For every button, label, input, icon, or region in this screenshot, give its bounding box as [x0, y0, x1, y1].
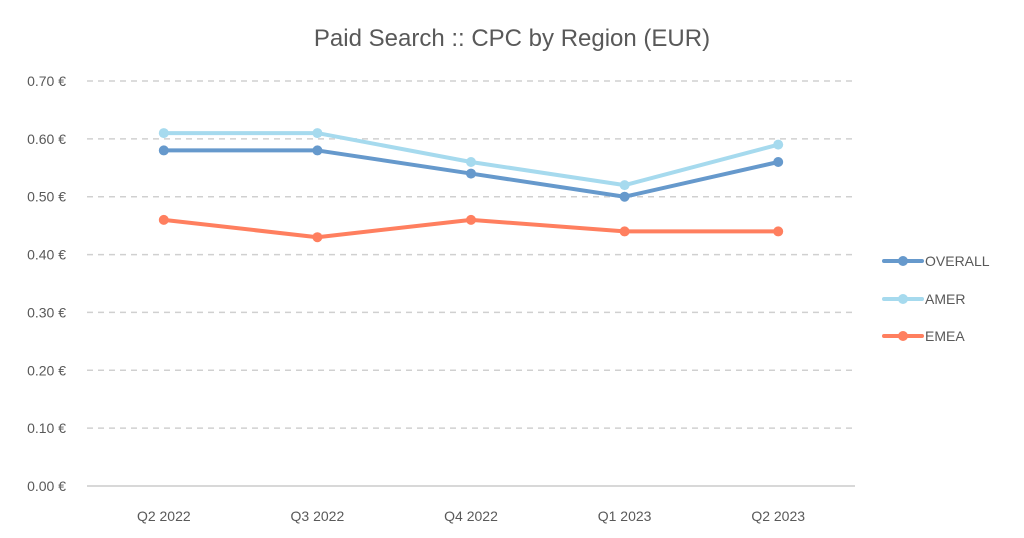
y-tick-label: 0.00 €: [27, 478, 66, 494]
data-point[interactable]: [158, 145, 169, 156]
data-point[interactable]: [773, 226, 784, 237]
data-point[interactable]: [158, 128, 169, 139]
x-tick-label: Q4 2022: [444, 508, 498, 524]
x-axis: Q2 2022 Q3 2022 Q4 2022 Q1 2023 Q2 2023: [137, 508, 805, 524]
x-tick-label: Q2 2023: [751, 508, 805, 524]
y-tick-label: 0.60 €: [27, 131, 66, 147]
chart-title: Paid Search :: CPC by Region (EUR): [314, 25, 710, 52]
data-point[interactable]: [312, 232, 323, 243]
data-point[interactable]: [773, 157, 784, 167]
data-point[interactable]: [619, 191, 630, 202]
data-point[interactable]: [312, 128, 323, 139]
legend-marker-icon: [898, 331, 908, 341]
data-point[interactable]: [466, 214, 476, 225]
legend-label: EMEA: [925, 328, 965, 344]
y-tick-label: 0.20 €: [27, 362, 66, 378]
legend: OVERALL AMER EMEA: [882, 253, 990, 344]
legend-label: OVERALL: [925, 253, 990, 269]
data-point[interactable]: [466, 157, 476, 167]
x-tick-label: Q1 2023: [598, 508, 652, 524]
data-point[interactable]: [773, 139, 784, 150]
y-tick-label: 0.30 €: [27, 304, 66, 320]
data-point[interactable]: [312, 145, 323, 156]
legend-label: AMER: [925, 291, 965, 307]
x-tick-label: Q3 2022: [291, 508, 345, 524]
legend-item-overall[interactable]: OVERALL: [882, 253, 990, 269]
gridlines: [87, 80, 855, 487]
y-tick-label: 0.50 €: [27, 189, 66, 205]
data-point[interactable]: [466, 168, 476, 179]
y-tick-label: 0.70 €: [27, 73, 66, 89]
data-point[interactable]: [619, 226, 630, 237]
legend-item-amer[interactable]: AMER: [882, 291, 965, 307]
series-emea: [158, 214, 784, 243]
y-axis: 0.00 € 0.10 € 0.20 € 0.30 € 0.40 € 0.50 € 0.60…: [27, 73, 66, 494]
y-tick-label: 0.10 €: [27, 420, 66, 436]
series-overall: [158, 145, 784, 202]
data-point[interactable]: [619, 180, 630, 191]
series-amer: [158, 128, 784, 191]
legend-marker-icon: [898, 294, 908, 304]
x-tick-label: Q2 2022: [137, 508, 191, 524]
y-tick-label: 0.40 €: [27, 247, 66, 263]
data-point[interactable]: [158, 214, 169, 225]
series-lines: [158, 128, 784, 243]
legend-marker-icon: [898, 256, 908, 266]
legend-item-emea[interactable]: EMEA: [882, 328, 965, 344]
